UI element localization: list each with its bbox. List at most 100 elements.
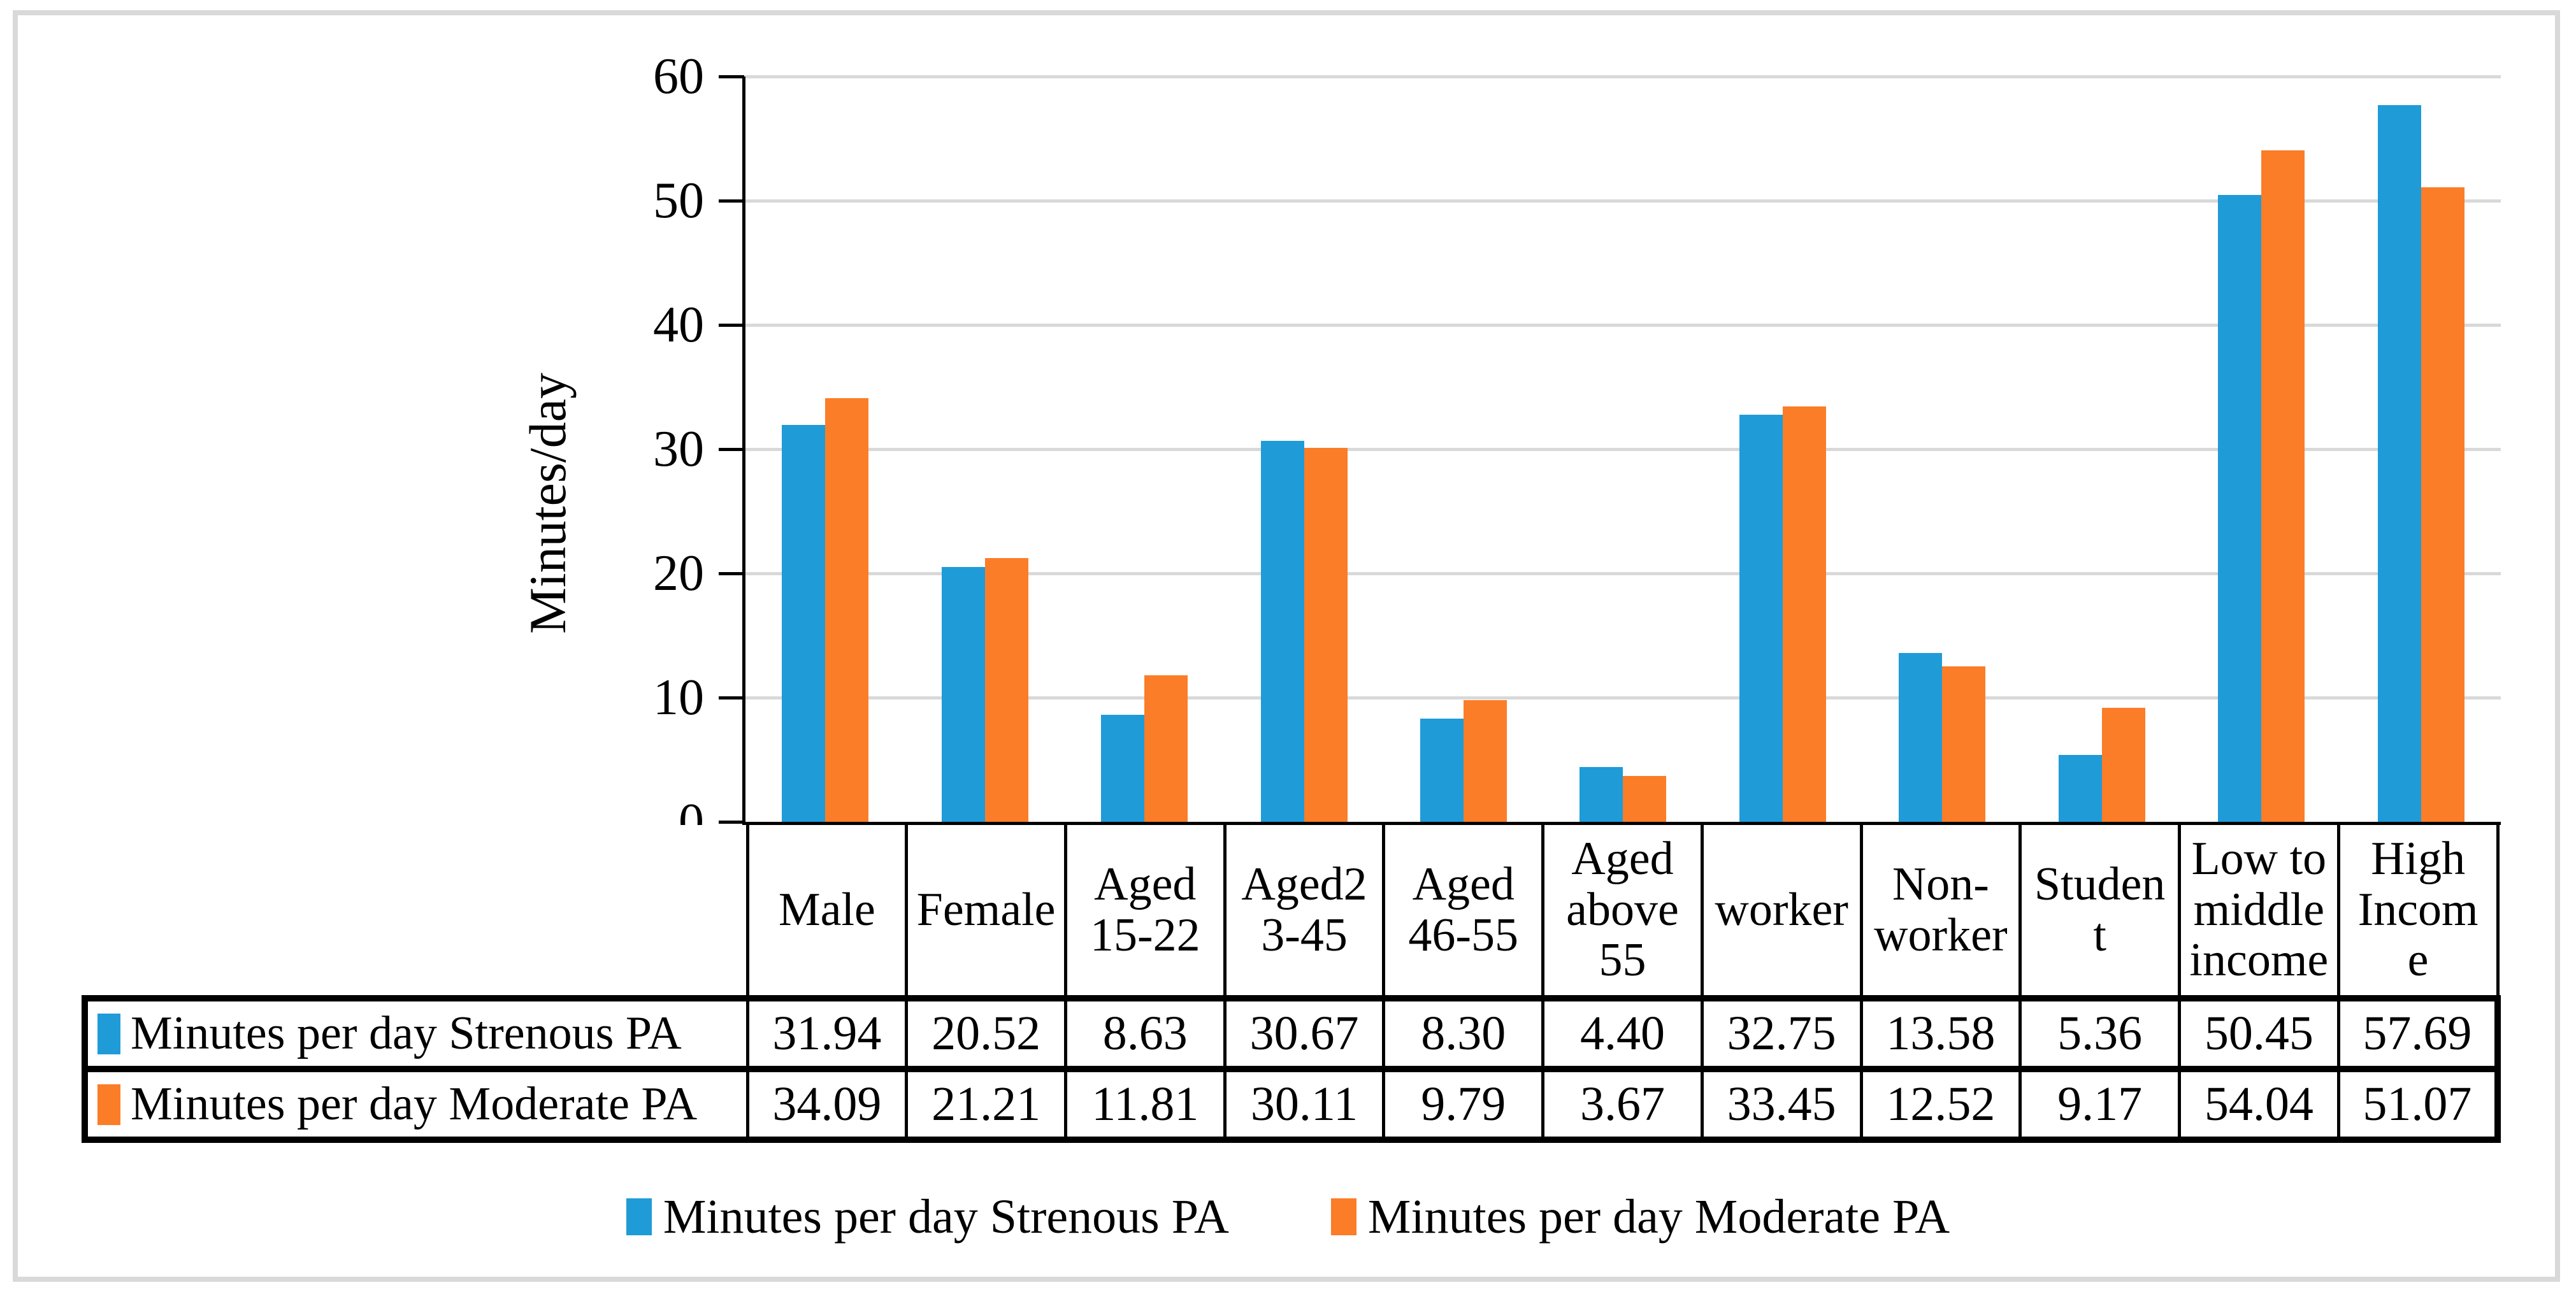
category-header-aged-46-55: Aged 46-55 <box>1382 825 1545 1001</box>
value-cell-minutes-per-day-moderate-pa-male: 34.09 <box>745 1066 909 1143</box>
category-header-male: Male <box>745 825 909 1001</box>
bar-minutes-per-day-strenous-pa-aged-15-22 <box>1101 714 1145 822</box>
value-cell-minutes-per-day-strenous-pa-worker: 32.75 <box>1700 995 1863 1072</box>
value-cell-minutes-per-day-strenous-pa-aged-15-22: 8.63 <box>1063 995 1227 1072</box>
bar-group-aged-above-55 <box>1543 76 1702 822</box>
category-header-female: Female <box>905 825 1067 1001</box>
legend-swatch-icon <box>626 1198 652 1235</box>
gridline-50 <box>745 199 2501 203</box>
bar-minutes-per-day-moderate-pa-non-worker <box>1942 666 1986 822</box>
table-corner-cell <box>85 825 747 1001</box>
value-cell-minutes-per-day-strenous-pa-non-worker: 13.58 <box>1859 995 2022 1072</box>
series-label-cell-minutes-per-day-strenous-pa: Minutes per day Strenous PA <box>82 995 749 1072</box>
y-tick-label-30: 30 <box>653 421 704 477</box>
value-cell-minutes-per-day-strenous-pa-student: 5.36 <box>2018 995 2181 1072</box>
category-header-high-income: High Incom e <box>2336 825 2500 1001</box>
y-tick-label-50: 50 <box>653 173 704 229</box>
bar-group-female <box>905 76 1064 822</box>
bar-group-male <box>745 76 905 822</box>
bar-minutes-per-day-strenous-pa-aged-46-55 <box>1420 719 1464 822</box>
value-cell-minutes-per-day-strenous-pa-low-to-middle-income: 50.45 <box>2177 995 2340 1072</box>
bar-minutes-per-day-strenous-pa-female <box>941 566 985 822</box>
y-tick-mark-10 <box>719 696 744 700</box>
bar-minutes-per-day-strenous-pa-non-worker <box>1899 653 1943 822</box>
value-cell-minutes-per-day-moderate-pa-aged-above-55: 3.67 <box>1541 1066 1704 1143</box>
data-table: Male Female Aged 15-22 Aged2 3-45 Aged 46-55… <box>82 825 2501 1143</box>
table-row-minutes-per-day-moderate-pa: Minutes per day Moderate PA 34.09 21.21 11.… <box>82 1066 2501 1143</box>
bar-series-container <box>745 76 2501 822</box>
bar-minutes-per-day-strenous-pa-aged23-45 <box>1260 440 1304 822</box>
gridline-60 <box>745 75 2501 78</box>
value-cell-minutes-per-day-moderate-pa-low-to-middle-income: 54.04 <box>2177 1066 2340 1143</box>
legend-swatch-icon <box>1330 1198 1356 1235</box>
legend-label: Minutes per day Moderate PA <box>1367 1189 1950 1244</box>
y-tick-mark-0 <box>719 820 744 824</box>
plot-area <box>742 75 2501 825</box>
value-cell-minutes-per-day-strenous-pa-aged23-45: 30.67 <box>1223 995 1386 1072</box>
series-label-cell-minutes-per-day-moderate-pa: Minutes per day Moderate PA <box>82 1066 749 1143</box>
value-cell-minutes-per-day-strenous-pa-aged-above-55: 4.40 <box>1541 995 1704 1072</box>
bar-minutes-per-day-moderate-pa-aged-46-55 <box>1464 700 1507 822</box>
bar-minutes-per-day-moderate-pa-aged-above-55 <box>1623 776 1667 822</box>
y-tick-mark-50 <box>719 199 744 203</box>
category-header-non-worker: Non- worker <box>1859 825 2022 1001</box>
y-tick-label-40: 40 <box>653 297 704 353</box>
bar-minutes-per-day-strenous-pa-low-to-middle-income <box>2218 195 2262 822</box>
y-tick-mark-20 <box>719 571 744 575</box>
value-cell-minutes-per-day-moderate-pa-aged-46-55: 9.79 <box>1382 1066 1545 1143</box>
bar-group-worker <box>1703 76 1862 822</box>
value-cell-minutes-per-day-moderate-pa-high-income: 51.07 <box>2336 1066 2501 1143</box>
value-cell-minutes-per-day-strenous-pa-male: 31.94 <box>745 995 909 1072</box>
bar-minutes-per-day-moderate-pa-worker <box>1782 406 1826 822</box>
bar-minutes-per-day-strenous-pa-worker <box>1739 415 1783 822</box>
legend-label: Minutes per day Strenous PA <box>663 1189 1229 1244</box>
category-header-aged-above-55: Aged above 55 <box>1541 825 1704 1001</box>
bar-minutes-per-day-moderate-pa-low-to-middle-income <box>2261 150 2305 822</box>
bar-group-aged23-45 <box>1224 76 1383 822</box>
y-tick-label-10: 10 <box>653 670 704 726</box>
bar-group-high-income <box>2342 76 2501 822</box>
bar-group-aged-15-22 <box>1065 76 1224 822</box>
bar-group-non-worker <box>1862 76 2022 822</box>
category-header-student: Studen t <box>2018 825 2181 1001</box>
legend-item-minutes-per-day-strenous-pa: Minutes per day Strenous PA <box>626 1189 1229 1245</box>
value-cell-minutes-per-day-strenous-pa-female: 20.52 <box>905 995 1067 1072</box>
bar-minutes-per-day-strenous-pa-male <box>782 425 826 822</box>
y-tick-label-60: 60 <box>653 48 704 104</box>
category-header-worker: worker <box>1700 825 1863 1001</box>
series-name-label: Minutes per day Strenous PA <box>131 1007 682 1059</box>
bar-minutes-per-day-moderate-pa-aged-15-22 <box>1144 675 1188 822</box>
legend-key-icon <box>97 1013 120 1054</box>
category-header-low-to-middle-income: Low to middle income <box>2177 825 2340 1001</box>
gridline-40 <box>745 323 2501 327</box>
bar-minutes-per-day-strenous-pa-student <box>2058 755 2102 822</box>
value-cell-minutes-per-day-moderate-pa-worker: 33.45 <box>1700 1066 1863 1143</box>
bar-group-low-to-middle-income <box>2182 76 2341 822</box>
bar-group-aged-46-55 <box>1384 76 1543 822</box>
legend: Minutes per day Strenous PA Minutes per d… <box>0 1175 2576 1258</box>
bar-minutes-per-day-moderate-pa-male <box>825 398 869 822</box>
gridline-10 <box>745 696 2501 700</box>
value-cell-minutes-per-day-strenous-pa-aged-46-55: 8.30 <box>1382 995 1545 1072</box>
category-header-aged-15-22: Aged 15-22 <box>1063 825 1227 1001</box>
gridline-30 <box>745 447 2501 451</box>
value-cell-minutes-per-day-moderate-pa-aged23-45: 30.11 <box>1223 1066 1386 1143</box>
value-cell-minutes-per-day-moderate-pa-aged-15-22: 11.81 <box>1063 1066 1227 1143</box>
legend-key-icon <box>97 1084 120 1125</box>
legend-item-minutes-per-day-moderate-pa: Minutes per day Moderate PA <box>1330 1189 1950 1245</box>
gridline-20 <box>745 571 2501 575</box>
y-tick-label-20: 20 <box>653 545 704 601</box>
category-header-aged23-45: Aged2 3-45 <box>1223 825 1386 1001</box>
bar-minutes-per-day-strenous-pa-aged-above-55 <box>1579 767 1623 822</box>
value-cell-minutes-per-day-strenous-pa-high-income: 57.69 <box>2336 995 2501 1072</box>
bar-group-student <box>2022 76 2182 822</box>
bar-minutes-per-day-moderate-pa-student <box>2101 708 2145 822</box>
y-tick-mark-30 <box>719 447 744 451</box>
bar-minutes-per-day-moderate-pa-high-income <box>2421 187 2464 822</box>
value-cell-minutes-per-day-moderate-pa-female: 21.21 <box>905 1066 1067 1143</box>
value-cell-minutes-per-day-moderate-pa-non-worker: 12.52 <box>1859 1066 2022 1143</box>
bar-minutes-per-day-moderate-pa-female <box>984 558 1028 822</box>
bar-minutes-per-day-strenous-pa-high-income <box>2377 105 2421 822</box>
table-row-minutes-per-day-strenous-pa: Minutes per day Strenous PA 31.94 20.52 8.6… <box>82 995 2501 1072</box>
